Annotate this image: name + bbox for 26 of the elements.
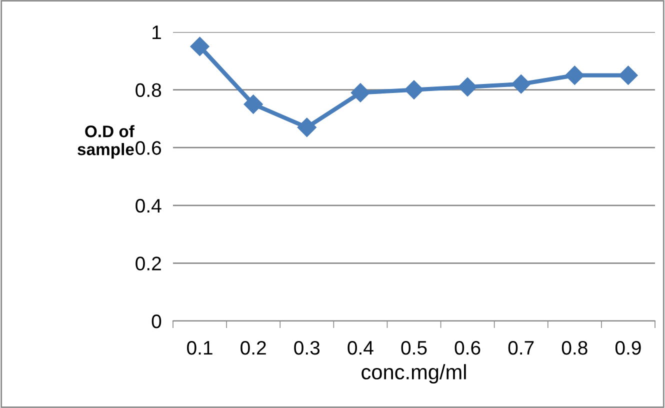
- x-tick-label: 0.6: [454, 340, 480, 355]
- y-tick-label: 0: [152, 314, 162, 328]
- x-tick-label: 0.3: [294, 340, 320, 355]
- x-tick-label: 0.8: [562, 340, 588, 355]
- point: [618, 66, 638, 85]
- x-tick-label: 0.1: [187, 340, 212, 355]
- point: [565, 66, 584, 85]
- y-tick-label: 1: [152, 26, 161, 40]
- y-tick-label: 0.6: [136, 141, 162, 155]
- y-axis-title: O.D of sample: [78, 125, 134, 159]
- x-tick-label: 0.4: [348, 340, 374, 355]
- x-tick-label: 0.5: [401, 340, 427, 355]
- x-tick-label: 0.7: [508, 340, 534, 355]
- point: [244, 94, 263, 114]
- y-tick-label: 0.4: [136, 198, 162, 213]
- x-axis-title: conc.mg/ml: [362, 364, 466, 384]
- point: [512, 74, 531, 94]
- y-tick-label: 0.2: [136, 256, 161, 270]
- point: [458, 77, 478, 96]
- point: [404, 80, 424, 100]
- x-tick-label: 0.9: [615, 340, 641, 355]
- point: [350, 83, 370, 102]
- x-tick-label: 0.2: [240, 340, 266, 355]
- y-tick-label: 0.8: [136, 83, 162, 98]
- point: [297, 118, 316, 137]
- point: [190, 36, 210, 56]
